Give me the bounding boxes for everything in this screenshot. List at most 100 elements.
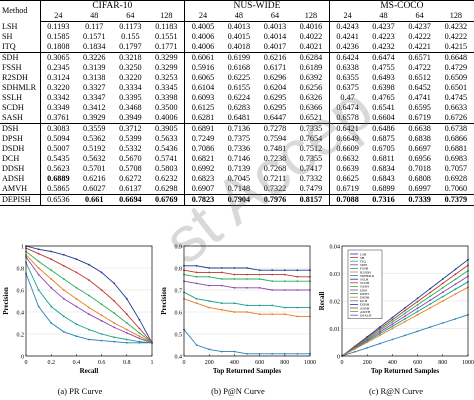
data-point	[125, 328, 128, 331]
map-value: 0.3929	[76, 113, 113, 124]
data-point	[195, 302, 198, 305]
legend-label: SDHMLR	[360, 274, 375, 278]
map-value: 0.1797	[112, 42, 149, 53]
data-point	[50, 250, 53, 253]
map-value: 0.6512	[408, 73, 431, 82]
method-name: AMVH	[0, 184, 41, 195]
map-value: 0.6625	[336, 174, 359, 183]
plot-frame	[341, 245, 469, 357]
table-header-bits: 24 48 64 128 24 48 64 128 24 48 64 128	[0, 11, 474, 22]
data-point	[208, 271, 211, 274]
data-point	[429, 291, 432, 294]
data-point	[208, 275, 211, 278]
data-point	[366, 341, 369, 344]
map-value: 0.6224	[227, 93, 251, 102]
map-value: 0.4741	[408, 93, 431, 102]
data-point	[113, 340, 116, 343]
pr-curve-chart: 0 0.2 0.4 0.6 0.8 1 0 0.2 0.4 0.6 0.8 1 Recall Precis…	[2, 245, 154, 376]
data-point	[378, 342, 381, 345]
map-value: 0.1571	[82, 32, 106, 41]
legend-label: LSH	[360, 252, 367, 256]
map-value: 0.6821	[191, 154, 215, 163]
map-value: 0.6891	[191, 124, 215, 133]
data-point	[37, 252, 40, 255]
x-tick-label: 1000	[462, 360, 474, 366]
map-value: 0.6298	[148, 184, 186, 195]
method-name: SASH	[0, 113, 41, 124]
data-point	[37, 273, 40, 276]
map-value: 0.1173	[119, 22, 142, 31]
map-value: 0.5670	[119, 154, 142, 163]
data-point	[75, 323, 78, 325]
data-point	[50, 286, 53, 289]
data-point	[50, 258, 53, 261]
data-point	[138, 337, 141, 340]
map-value: 0.4237	[408, 22, 431, 31]
map-value: 0.4005	[191, 22, 215, 31]
map-value: 0.6738	[444, 124, 468, 133]
table-row: AMVH 0.5865 0.6027 0.6137 0.6298 0.6907 0.7148…	[0, 184, 474, 195]
y-tick-label: 0.6	[175, 311, 183, 317]
map-value: 0.4013	[227, 22, 251, 31]
data-point	[125, 313, 128, 316]
map-value: 0.3250	[119, 63, 142, 72]
map-value: 0.6216	[82, 174, 106, 183]
data-point	[391, 321, 394, 323]
map-value: 0.6272	[119, 174, 142, 183]
data-point	[404, 334, 406, 337]
map-value: 0.6375	[336, 83, 359, 92]
map-value: 0.6536	[40, 194, 77, 206]
map-value: 0.6604	[365, 113, 402, 124]
map-value: 0.7375	[227, 134, 251, 143]
map-value: 0.6823	[191, 174, 215, 183]
map-value: 0.6694	[112, 194, 149, 206]
data-point	[113, 312, 116, 314]
map-value: 0.4016	[293, 21, 330, 32]
data-point	[100, 319, 103, 322]
map-value: 0.6811	[372, 154, 395, 163]
map-value: 0.7379	[437, 194, 474, 206]
map-value: 0.1551	[148, 32, 186, 42]
map-value: 0.7045	[227, 174, 251, 183]
map-value: 0.5632	[82, 154, 106, 163]
table-row: LSH 0.1193 0.117 0.1173 0.1183 0.4005 0.4013 0.…	[0, 21, 474, 32]
map-value: 0.3412	[82, 103, 106, 112]
data-point	[125, 332, 128, 334]
bits-header: 24	[184, 11, 221, 22]
data-point	[441, 278, 444, 280]
y-axis-label: Precision	[160, 287, 168, 315]
map-value: 0.6501	[444, 83, 468, 92]
data-point	[454, 283, 457, 286]
rn-curve-chart: 0 0.01 0.02 0.03 0.04 0 200 400 600 800 1000 Top Re…	[318, 245, 474, 376]
data-point	[283, 273, 286, 276]
method-header: Method	[0, 0, 41, 22]
data-point	[378, 332, 381, 335]
table-row: DSH 0.3083 0.3559 0.3712 0.3905 0.6891 0.7136 0…	[0, 123, 474, 134]
map-value: 0.3347	[82, 93, 106, 102]
results-table-container: Method CIFAR-10 NUS-WIDE MS-COCO 24 48 64 1…	[0, 0, 474, 206]
data-point	[258, 352, 261, 355]
map-value: 0.3712	[119, 124, 142, 133]
legend-label: SSLH	[360, 278, 369, 282]
map-value: 0.7976	[256, 194, 294, 206]
map-value: 0.6338	[336, 63, 359, 72]
map-value: 0.3327	[82, 83, 106, 92]
y-tick-label: 0.8	[175, 267, 183, 273]
map-value: 0.6447	[256, 113, 294, 124]
method-name: DDSH	[0, 164, 41, 174]
table-row: SASH 0.3761 0.3929 0.3949 0.4006 0.6281 0.6481…	[0, 113, 474, 124]
map-value: 0.6366	[293, 103, 330, 113]
map-value: 0.6061	[191, 53, 215, 62]
map-value: 0.3299	[148, 52, 186, 63]
x-axis-label: Top Returned Samples	[213, 367, 281, 375]
map-value: 0.6638	[408, 124, 431, 133]
map-value: 0.6648	[444, 53, 468, 62]
legend-label: ADSH	[360, 306, 370, 310]
data-point	[208, 284, 211, 287]
legend-label: ITQ	[360, 260, 366, 264]
data-point	[378, 326, 381, 329]
data-point	[50, 322, 53, 324]
data-point	[208, 348, 211, 351]
map-value: 0.5362	[82, 134, 106, 143]
map-value: 0.6421	[336, 124, 359, 133]
